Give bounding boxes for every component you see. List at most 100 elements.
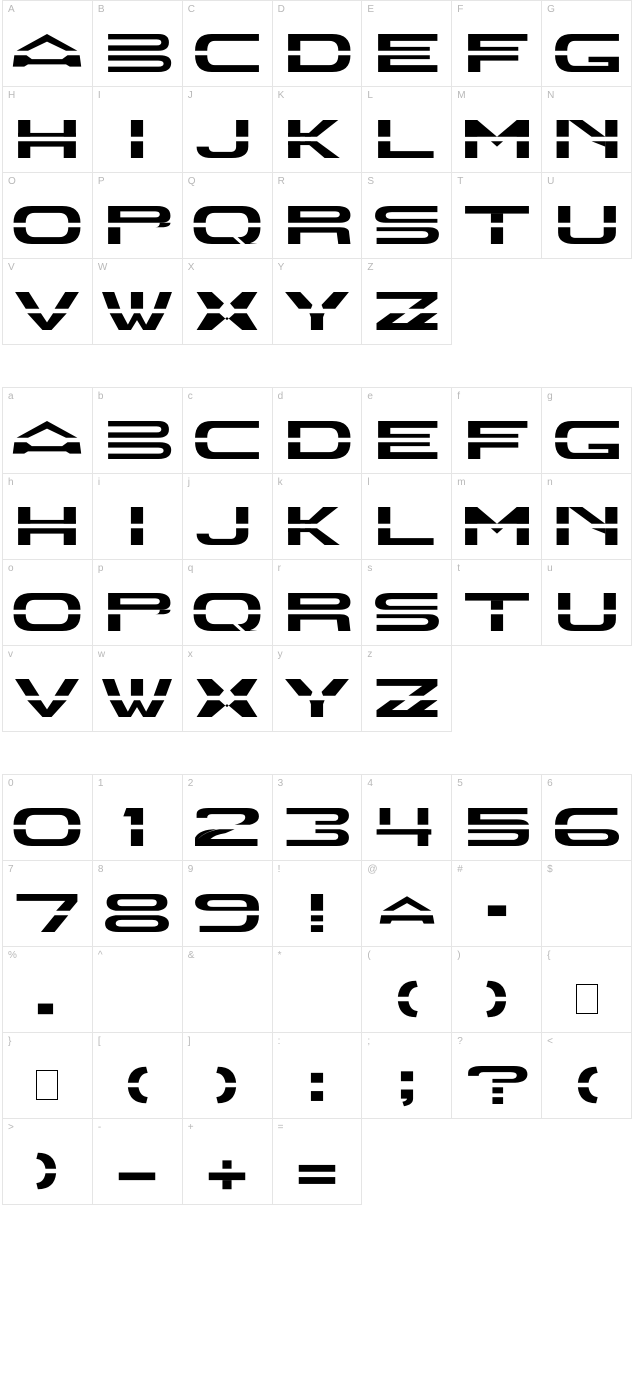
cell-label: u bbox=[547, 563, 553, 574]
glyph bbox=[93, 1051, 182, 1118]
cell-label: & bbox=[188, 950, 195, 961]
glyph-cell: 6 bbox=[542, 775, 632, 861]
glyph bbox=[93, 277, 182, 344]
glyph-cell: F bbox=[452, 1, 542, 87]
cell-label: b bbox=[98, 391, 104, 402]
glyph-cell: q bbox=[183, 560, 273, 646]
cell-label: E bbox=[367, 4, 374, 15]
glyph bbox=[362, 406, 451, 473]
cell-label: @ bbox=[367, 864, 377, 875]
glyph-cell: p bbox=[93, 560, 183, 646]
cell-label: X bbox=[188, 262, 195, 273]
cell-label: n bbox=[547, 477, 553, 488]
cell-label: t bbox=[457, 563, 460, 574]
glyph bbox=[93, 793, 182, 860]
empty-cell bbox=[452, 646, 542, 732]
cell-label: V bbox=[8, 262, 15, 273]
glyph-cell: > bbox=[3, 1119, 93, 1205]
glyph bbox=[273, 191, 362, 258]
cell-label: g bbox=[547, 391, 553, 402]
section-lowercase: abcdefghijklmnopqrstuvwxyz bbox=[0, 387, 640, 732]
cell-label: [ bbox=[98, 1036, 101, 1047]
cell-label: ; bbox=[367, 1036, 370, 1047]
cell-label: ) bbox=[457, 950, 460, 961]
glyph bbox=[3, 664, 92, 731]
glyph bbox=[542, 19, 631, 86]
glyph-cell: f bbox=[452, 388, 542, 474]
cell-label: 5 bbox=[457, 778, 463, 789]
glyph-cell: e bbox=[362, 388, 452, 474]
glyph-cell: - bbox=[93, 1119, 183, 1205]
glyph bbox=[3, 793, 92, 860]
glyph bbox=[183, 578, 272, 645]
glyph-cell: 5 bbox=[452, 775, 542, 861]
cell-label: s bbox=[367, 563, 372, 574]
cell-label: % bbox=[8, 950, 17, 961]
cell-label: L bbox=[367, 90, 373, 101]
glyph bbox=[3, 191, 92, 258]
cell-label: H bbox=[8, 90, 15, 101]
cell-label: f bbox=[457, 391, 460, 402]
glyph-cell: j bbox=[183, 474, 273, 560]
empty-cell bbox=[542, 1119, 632, 1205]
glyph bbox=[273, 105, 362, 172]
cell-label: P bbox=[98, 176, 105, 187]
glyph bbox=[362, 492, 451, 559]
glyph bbox=[183, 492, 272, 559]
glyph-cell: E bbox=[362, 1, 452, 87]
glyph bbox=[183, 1137, 272, 1204]
glyph-cell: P bbox=[93, 173, 183, 259]
glyph-cell: z bbox=[362, 646, 452, 732]
glyph-cell: d bbox=[273, 388, 363, 474]
cell-label: o bbox=[8, 563, 14, 574]
cell-label: e bbox=[367, 391, 373, 402]
glyph bbox=[452, 191, 541, 258]
glyph-cell: Y bbox=[273, 259, 363, 345]
glyph-cell: T bbox=[452, 173, 542, 259]
glyph-grid: abcdefghijklmnopqrstuvwxyz bbox=[2, 387, 632, 732]
glyph bbox=[93, 664, 182, 731]
glyph bbox=[183, 664, 272, 731]
empty-cell bbox=[362, 1119, 452, 1205]
glyph bbox=[452, 879, 541, 946]
glyph bbox=[3, 578, 92, 645]
cell-label: R bbox=[278, 176, 285, 187]
glyph bbox=[362, 1051, 451, 1118]
cell-label: < bbox=[547, 1036, 553, 1047]
glyph bbox=[273, 578, 362, 645]
glyph bbox=[3, 965, 92, 1032]
glyph-cell: r bbox=[273, 560, 363, 646]
glyph bbox=[362, 578, 451, 645]
missing-glyph-box bbox=[576, 984, 598, 1014]
cell-label: Q bbox=[188, 176, 196, 187]
glyph bbox=[452, 1051, 541, 1118]
glyph-cell: I bbox=[93, 87, 183, 173]
glyph-cell: J bbox=[183, 87, 273, 173]
glyph bbox=[362, 19, 451, 86]
cell-label: A bbox=[8, 4, 15, 15]
glyph bbox=[183, 19, 272, 86]
cell-label: G bbox=[547, 4, 555, 15]
glyph bbox=[542, 879, 631, 946]
cell-label: ^ bbox=[98, 950, 103, 961]
cell-label: ? bbox=[457, 1036, 463, 1047]
cell-label: N bbox=[547, 90, 554, 101]
glyph-cell: @ bbox=[362, 861, 452, 947]
glyph-cell: ; bbox=[362, 1033, 452, 1119]
cell-label: 9 bbox=[188, 864, 194, 875]
glyph-cell: % bbox=[3, 947, 93, 1033]
glyph bbox=[542, 406, 631, 473]
section-uppercase: ABCDEFGHIJKLMNOPQRSTUVWXYZ bbox=[0, 0, 640, 345]
glyph-cell: L bbox=[362, 87, 452, 173]
glyph-cell: : bbox=[273, 1033, 363, 1119]
glyph bbox=[273, 406, 362, 473]
glyph bbox=[362, 277, 451, 344]
glyph-cell: 9 bbox=[183, 861, 273, 947]
glyph bbox=[273, 1051, 362, 1118]
glyph bbox=[3, 879, 92, 946]
glyph-cell: { bbox=[542, 947, 632, 1033]
cell-label: Z bbox=[367, 262, 373, 273]
glyph bbox=[3, 105, 92, 172]
cell-label: l bbox=[367, 477, 369, 488]
glyph bbox=[93, 191, 182, 258]
